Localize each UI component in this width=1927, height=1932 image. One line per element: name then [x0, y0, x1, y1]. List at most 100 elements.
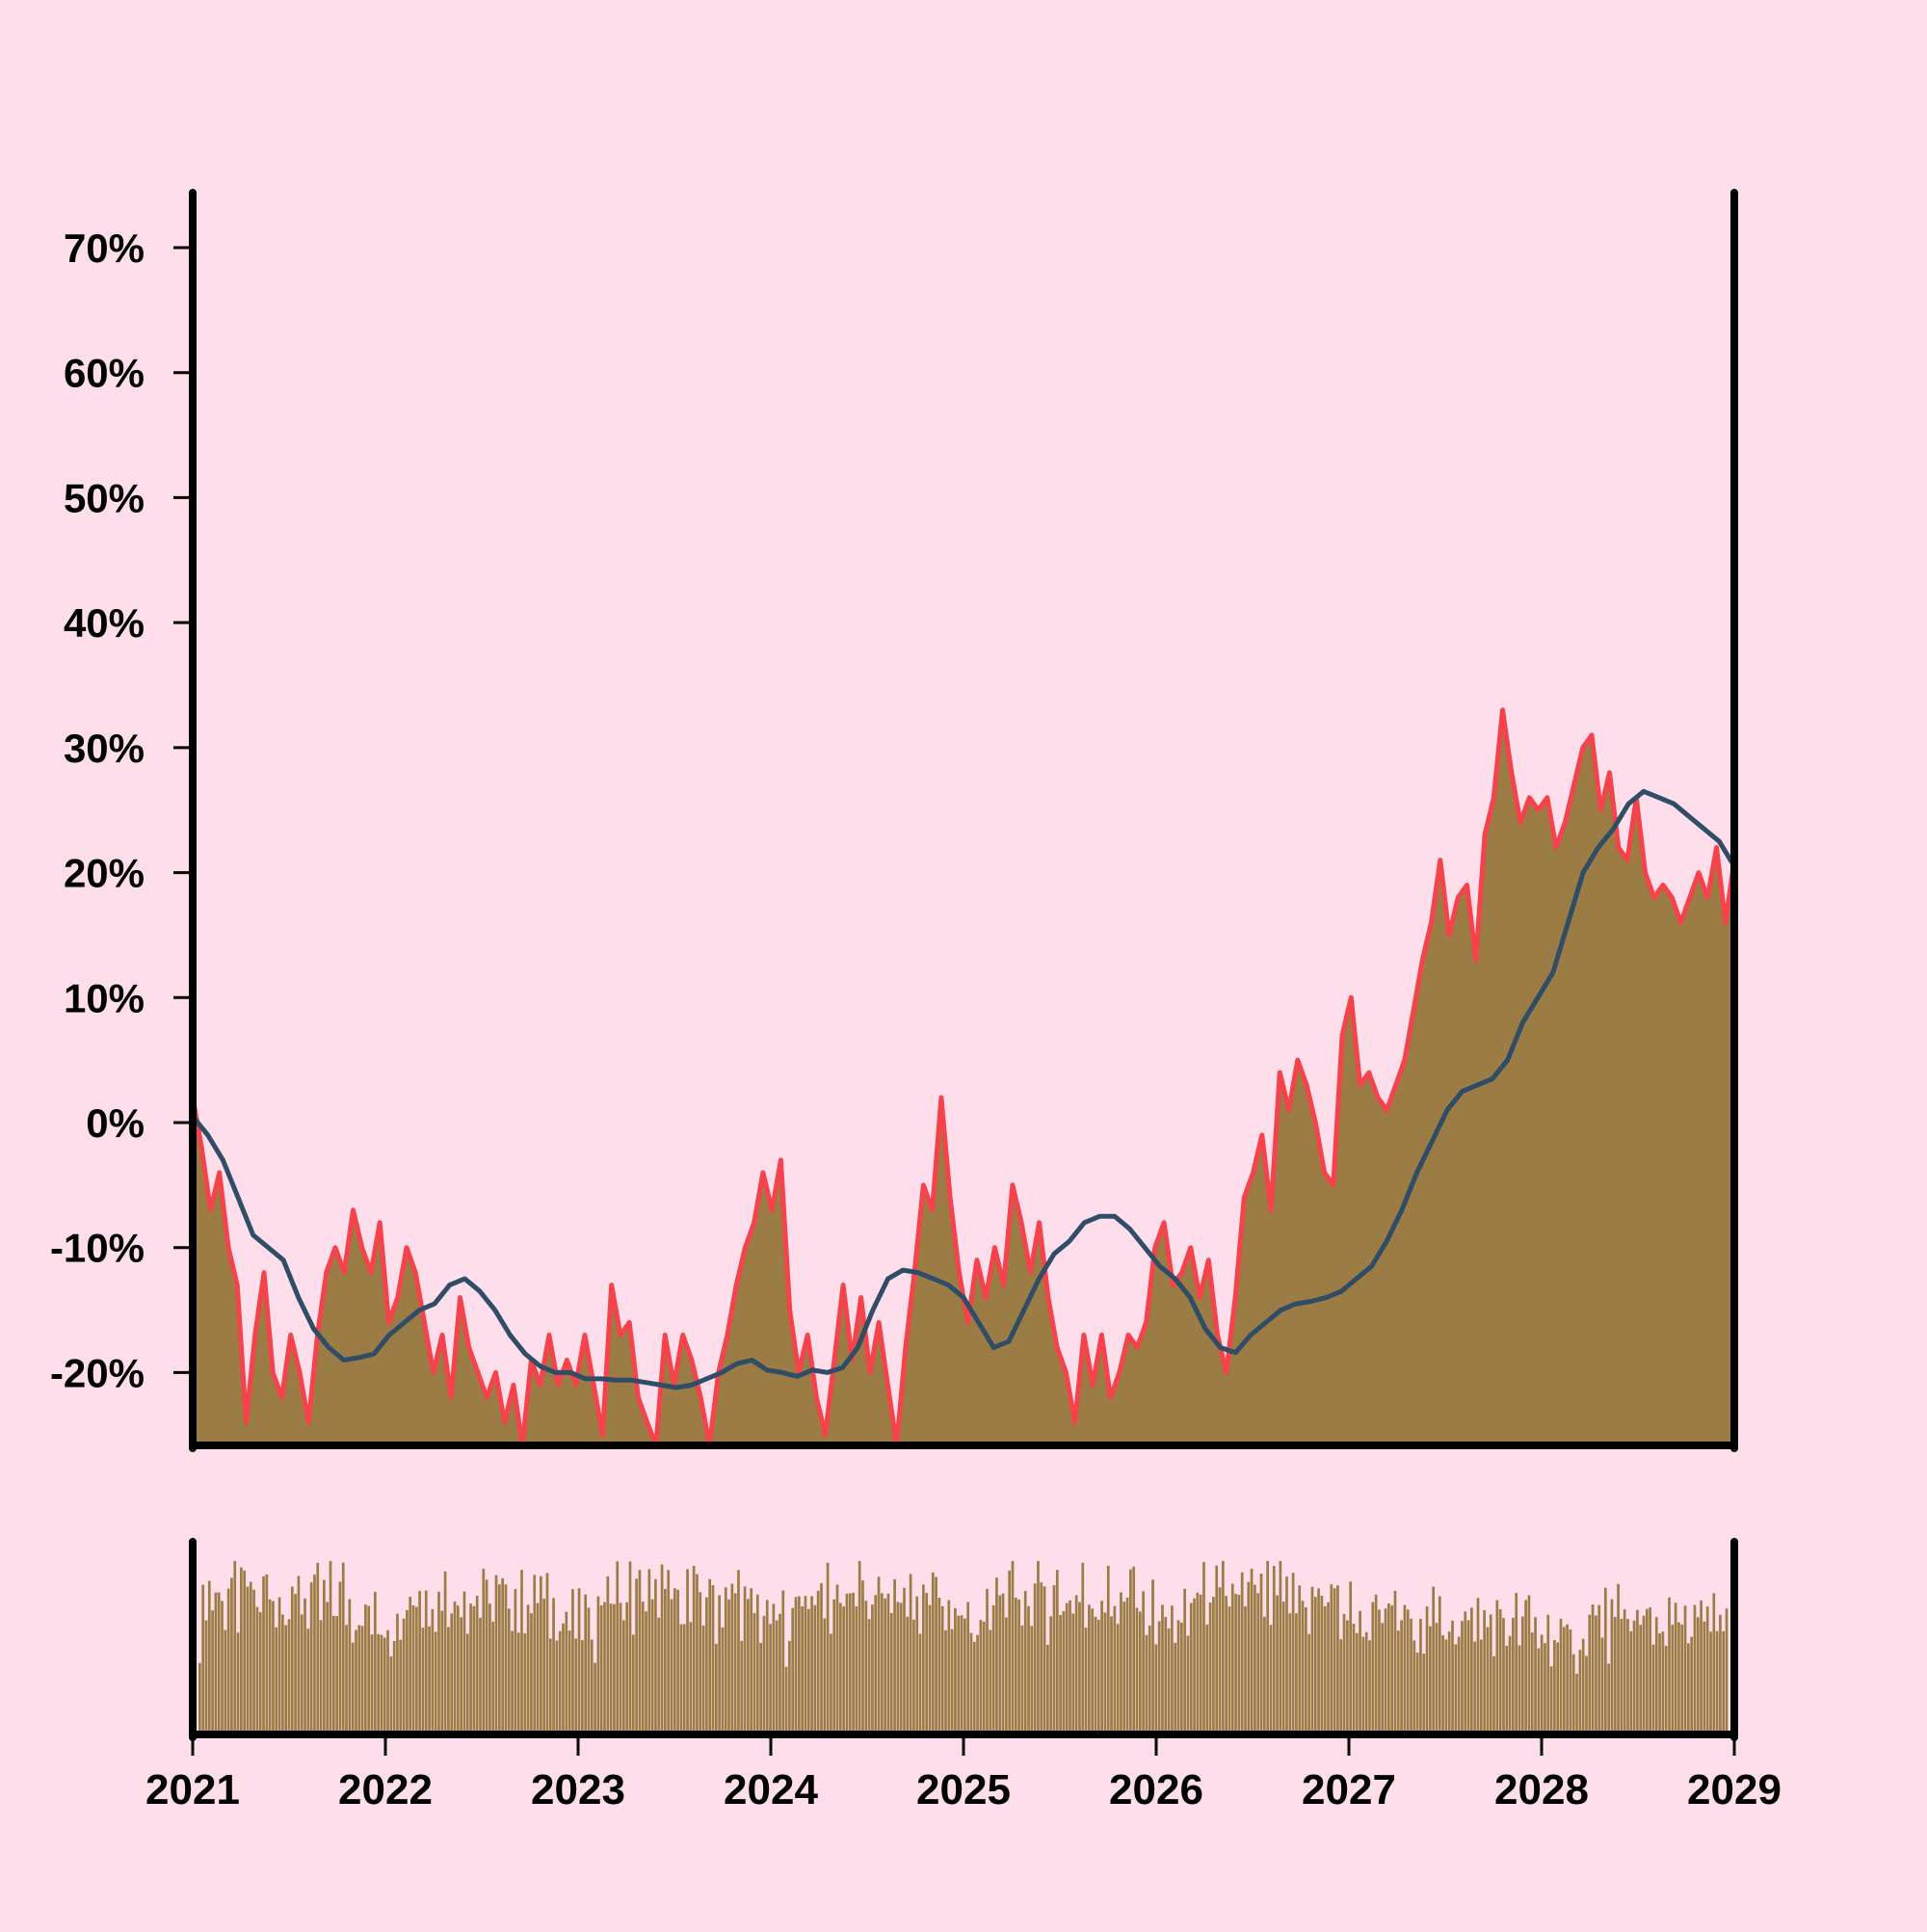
volume-bar: [886, 1593, 890, 1734]
volume-bar: [711, 1585, 715, 1734]
volume-bar: [331, 1616, 335, 1734]
volume-bar: [1515, 1593, 1518, 1734]
volume-bar: [1266, 1561, 1269, 1734]
y-tick-label: -10%: [50, 1226, 145, 1271]
volume-bar: [1342, 1613, 1346, 1734]
volume-bar: [1218, 1587, 1222, 1734]
volume-bar: [1588, 1614, 1592, 1734]
volume-bar: [411, 1605, 415, 1734]
volume-bar: [1030, 1626, 1034, 1734]
volume-bar: [447, 1627, 450, 1734]
volume-bar: [871, 1604, 874, 1734]
volume-bar: [995, 1577, 998, 1734]
volume-bar: [545, 1573, 549, 1734]
volume-bar: [226, 1588, 230, 1734]
volume-bar: [708, 1578, 712, 1734]
volume-bar: [1537, 1648, 1541, 1734]
volume-bar: [1116, 1624, 1120, 1734]
volume-bar: [1065, 1602, 1069, 1734]
volume-bar: [268, 1599, 272, 1734]
x-tick-label: 2028: [1494, 1766, 1589, 1813]
volume-bar: [1447, 1631, 1451, 1734]
volume-bar: [1125, 1597, 1129, 1734]
volume-bar: [485, 1579, 488, 1734]
volume-bar: [224, 1629, 227, 1734]
volume-bar: [1712, 1593, 1716, 1734]
volume-bar: [1017, 1600, 1020, 1734]
volume-bar: [1556, 1642, 1560, 1734]
volume-bar: [434, 1631, 437, 1734]
volume-bar: [826, 1562, 830, 1734]
volume-bar: [928, 1604, 932, 1734]
volume-bar: [1378, 1609, 1381, 1734]
volume-bar: [1122, 1601, 1126, 1734]
volume-bar: [1518, 1645, 1521, 1734]
volume-bar: [1479, 1639, 1483, 1734]
volume-bar: [1055, 1570, 1059, 1734]
volume-bar: [516, 1632, 520, 1734]
volume-bar: [1212, 1597, 1215, 1734]
volume-bar: [1722, 1630, 1726, 1734]
moving-average-line: [191, 788, 1737, 1390]
volume-bar: [660, 1564, 664, 1734]
volume-bar: [1221, 1561, 1225, 1734]
volume-bar: [1693, 1604, 1697, 1734]
area-fill: [193, 709, 1734, 1445]
volume-bar: [1084, 1628, 1088, 1734]
volume-bar: [211, 1610, 214, 1734]
volume-bar: [801, 1606, 804, 1734]
volume-bar: [380, 1634, 383, 1734]
volume-bar: [596, 1596, 600, 1734]
volume-bar: [1167, 1628, 1171, 1734]
volume-bar: [616, 1561, 620, 1734]
volume-bar: [357, 1625, 361, 1734]
volume-bar: [542, 1599, 546, 1734]
volume-bar: [861, 1580, 864, 1734]
volume-bar: [823, 1618, 827, 1734]
volume-bar: [625, 1601, 629, 1734]
volume-bar: [1176, 1620, 1180, 1734]
volume-bar: [341, 1562, 345, 1734]
volume-bar: [533, 1575, 537, 1734]
volume-bar: [1349, 1581, 1353, 1734]
volume-bar: [465, 1633, 469, 1734]
volume-bar: [1078, 1601, 1081, 1734]
volume-bar: [1575, 1673, 1578, 1734]
volume-bar: [304, 1598, 306, 1734]
volume-bar: [236, 1632, 240, 1734]
volume-bar: [893, 1578, 896, 1734]
volume-bar: [740, 1640, 744, 1734]
volume-bar: [1132, 1566, 1136, 1734]
volume-bar: [1148, 1626, 1151, 1734]
volume-bar: [855, 1605, 858, 1734]
volume-bar: [214, 1592, 218, 1734]
volume-bar: [1256, 1593, 1260, 1734]
volume-bar: [991, 1605, 995, 1734]
volume-bar: [1492, 1655, 1495, 1734]
volume-bar: [676, 1589, 679, 1734]
volume-bar: [896, 1601, 900, 1734]
volume-bar: [848, 1593, 852, 1734]
volume-bar: [1014, 1598, 1017, 1734]
volume-bar: [1571, 1654, 1575, 1734]
volume-bar: [494, 1575, 498, 1734]
volume-bar: [568, 1630, 571, 1734]
volume-bar: [421, 1628, 425, 1734]
volume-bar: [399, 1639, 403, 1734]
volume-bar: [1062, 1611, 1066, 1734]
volume-bar: [1285, 1576, 1288, 1734]
volume-bar: [986, 1588, 989, 1734]
volume-bar: [1052, 1585, 1056, 1734]
volume-bar: [692, 1566, 696, 1734]
volume-bar: [701, 1625, 705, 1734]
volume-bar: [360, 1626, 364, 1734]
volume-bar: [1368, 1640, 1371, 1734]
volume-bar: [1011, 1561, 1015, 1734]
volume-bar: [696, 1574, 699, 1734]
volume-bar: [514, 1589, 517, 1734]
y-tick-label: 70%: [64, 225, 145, 271]
volume-bar: [1709, 1631, 1712, 1734]
volume-bar: [1632, 1620, 1636, 1734]
y-tick-label: 10%: [64, 975, 145, 1020]
